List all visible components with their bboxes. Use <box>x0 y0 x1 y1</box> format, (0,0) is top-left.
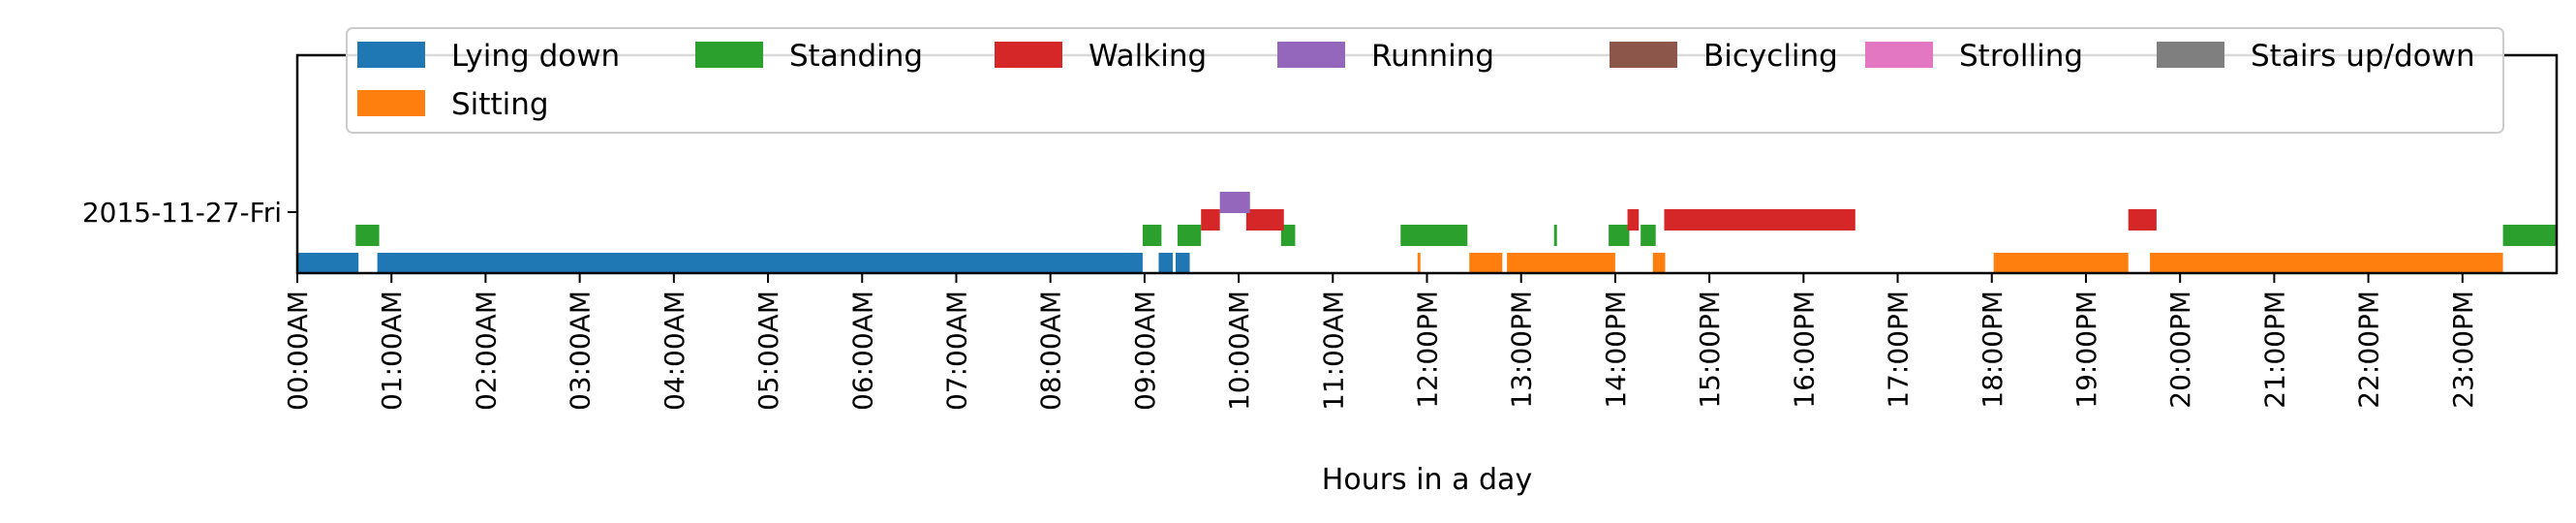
x-tick-label: 14:00PM <box>1600 291 1632 409</box>
x-tick-label: 16:00PM <box>1788 291 1820 409</box>
legend-item-lying-down: Lying down <box>357 39 620 74</box>
legend-label: Lying down <box>451 39 620 74</box>
bar-sitting-0 <box>1417 253 1421 274</box>
legend-label: Sitting <box>451 87 549 122</box>
bar-lying-down-2 <box>1158 253 1174 274</box>
legend-label: Stairs up/down <box>2251 39 2475 74</box>
x-tick-label: 03:00AM <box>565 291 597 411</box>
x-tick-label: 21:00PM <box>2258 291 2290 409</box>
legend-swatch <box>357 90 425 116</box>
legend-box <box>346 27 2504 134</box>
x-tick-label: 00:00AM <box>282 291 314 411</box>
x-tick-label: 08:00AM <box>1035 291 1067 411</box>
x-tick-label: 20:00PM <box>2164 291 2196 409</box>
bar-sitting-1 <box>1469 253 1503 274</box>
x-axis: 00:00AM 01:00AM 02:00AM 03:00AM 04:00AM 05:00… <box>282 273 2479 411</box>
legend-label: Standing <box>789 39 923 74</box>
x-tick-label: 01:00AM <box>376 291 408 411</box>
bar-walking-3 <box>1664 209 1855 231</box>
bar-sitting-3 <box>1652 253 1666 274</box>
bar-standing-3 <box>1280 225 1296 246</box>
x-tick-label: 22:00PM <box>2353 291 2385 409</box>
bar-standing-1 <box>1142 225 1162 246</box>
legend-item-strolling: Strolling <box>1865 39 2083 74</box>
legend-label: Bicycling <box>1703 39 1838 74</box>
bar-standing-2 <box>1177 225 1202 246</box>
legend-label: Running <box>1371 39 1494 74</box>
legend-swatch <box>695 42 763 68</box>
x-tick-label: 11:00AM <box>1317 291 1349 411</box>
bar-running-0 <box>1219 192 1250 213</box>
legend-swatch <box>1865 42 1933 68</box>
bar-walking-2 <box>1627 209 1640 231</box>
bar-standing-5 <box>1553 225 1557 246</box>
bar-walking-0 <box>1201 209 1220 231</box>
y-axis: 2015-11-27-Fri <box>82 197 297 229</box>
x-tick-label: 23:00PM <box>2447 291 2479 409</box>
legend-label: Strolling <box>1959 39 2083 74</box>
x-tick-label: 18:00PM <box>1977 291 2009 409</box>
legend-item-walking: Walking <box>995 39 1207 74</box>
x-tick-label: 17:00PM <box>1883 291 1915 409</box>
bar-standing-8 <box>2502 225 2557 246</box>
legend-item-stairs-up-down: Stairs up/down <box>2157 39 2475 74</box>
bar-lying-down-1 <box>377 253 1143 274</box>
legend-swatch <box>995 42 1062 68</box>
x-tick-label: 09:00AM <box>1129 291 1161 411</box>
legend-swatch <box>357 42 425 68</box>
x-tick-label: 10:00AM <box>1223 291 1255 411</box>
legend-swatch <box>2157 42 2224 68</box>
y-tick-label: 2015-11-27-Fri <box>82 197 282 229</box>
legend-swatch <box>1277 42 1345 68</box>
x-tick-label: 12:00PM <box>1412 291 1444 409</box>
x-axis-title: Hours in a day <box>1322 463 1532 497</box>
x-tick-label: 07:00AM <box>940 291 972 411</box>
bar-standing-7 <box>1641 225 1656 246</box>
legend-swatch <box>1610 42 1677 68</box>
bar-lying-down-0 <box>297 253 359 274</box>
bar-standing-0 <box>355 225 380 246</box>
legend: Lying down Sitting Standing Walking Running B… <box>346 27 2504 134</box>
bar-walking-4 <box>2128 209 2157 231</box>
x-tick-label: 05:00AM <box>752 291 784 411</box>
bar-sitting-2 <box>1507 253 1615 274</box>
x-tick-label: 06:00AM <box>846 291 878 411</box>
x-tick-label: 04:00AM <box>659 291 690 411</box>
bar-standing-6 <box>1609 225 1630 246</box>
legend-item-running: Running <box>1277 39 1494 74</box>
x-tick-label: 13:00PM <box>1506 291 1538 409</box>
legend-item-bicycling: Bicycling <box>1610 39 1838 74</box>
legend-label: Walking <box>1089 39 1207 74</box>
legend-item-standing: Standing <box>695 39 923 74</box>
x-tick-label: 02:00AM <box>470 291 502 411</box>
x-tick-label: 15:00PM <box>1694 291 1726 409</box>
bar-sitting-5 <box>2150 253 2503 274</box>
bar-sitting-4 <box>1993 253 2129 274</box>
bar-standing-4 <box>1400 225 1468 246</box>
legend-item-sitting: Sitting <box>357 87 549 122</box>
bar-walking-1 <box>1245 209 1284 231</box>
bar-lying-down-3 <box>1175 253 1190 274</box>
x-tick-label: 19:00PM <box>2070 291 2102 409</box>
